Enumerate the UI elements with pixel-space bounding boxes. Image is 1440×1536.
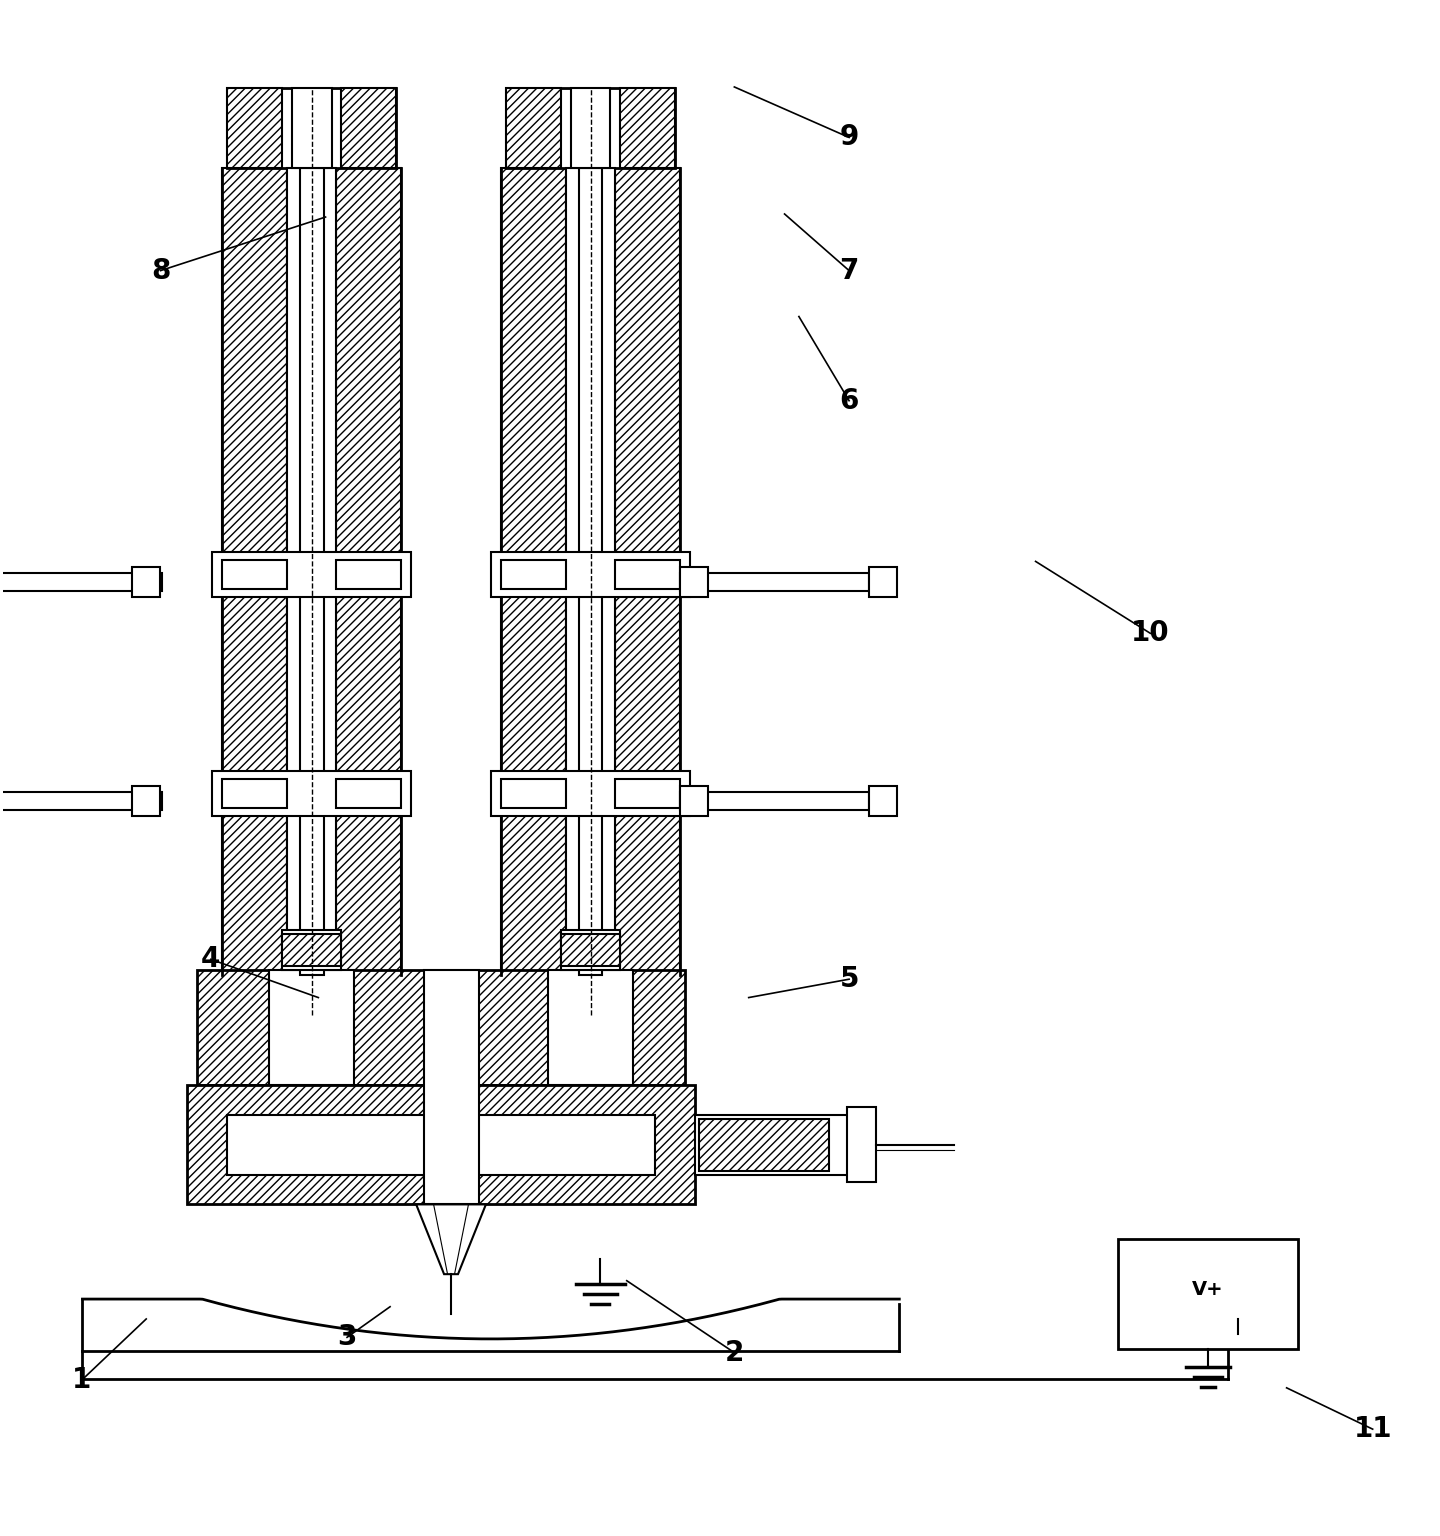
Bar (1119, 1240, 1297, 1349)
Text: 2: 2 (724, 1339, 744, 1367)
Text: 11: 11 (1354, 1415, 1392, 1444)
Polygon shape (416, 1204, 485, 1275)
Bar (491, 771, 690, 816)
Bar (501, 167, 566, 975)
Bar (337, 559, 402, 588)
Bar (287, 167, 337, 975)
Bar (680, 786, 708, 816)
Text: 9: 9 (840, 123, 858, 152)
Text: V+: V+ (1192, 1279, 1224, 1298)
Bar (228, 89, 396, 167)
Bar (615, 167, 680, 975)
Bar (197, 971, 685, 1084)
Bar (212, 771, 412, 816)
Bar (212, 551, 412, 596)
Bar (680, 567, 708, 596)
Bar (132, 567, 160, 596)
Bar (680, 573, 870, 591)
Bar (491, 551, 690, 596)
Text: 10: 10 (1130, 619, 1169, 647)
Bar (501, 559, 566, 588)
Bar (282, 934, 341, 966)
Bar (222, 167, 287, 975)
Bar (187, 1084, 696, 1204)
Bar (566, 167, 615, 975)
Bar (505, 89, 560, 167)
Bar (222, 559, 287, 588)
Bar (282, 931, 341, 971)
Text: 6: 6 (840, 387, 858, 415)
Bar (132, 786, 160, 816)
Bar (696, 1115, 874, 1175)
Bar (870, 786, 897, 816)
Bar (292, 89, 331, 167)
Text: 8: 8 (151, 257, 170, 284)
Bar (341, 89, 396, 167)
Bar (425, 971, 480, 1204)
Bar (547, 971, 634, 1084)
Bar (228, 89, 282, 167)
Bar (870, 567, 897, 596)
Bar (337, 167, 402, 975)
Bar (615, 559, 680, 588)
Bar (680, 793, 870, 809)
Bar (222, 779, 287, 808)
Bar (228, 1115, 655, 1175)
Bar (579, 167, 602, 975)
Text: 1: 1 (72, 1366, 91, 1395)
Bar (615, 779, 680, 808)
Bar (560, 934, 621, 966)
Text: 5: 5 (840, 965, 858, 994)
Bar (621, 89, 675, 167)
Bar (570, 89, 611, 167)
Bar (269, 971, 354, 1084)
Text: 3: 3 (337, 1324, 357, 1352)
Bar (847, 1107, 877, 1183)
Bar (505, 89, 675, 167)
Text: 4: 4 (202, 945, 220, 974)
Bar (560, 931, 621, 971)
Bar (337, 779, 402, 808)
Bar (0, 793, 163, 809)
Bar (0, 573, 163, 591)
Bar (698, 1118, 828, 1170)
Bar (300, 167, 324, 975)
Text: 7: 7 (840, 257, 858, 284)
Bar (501, 779, 566, 808)
